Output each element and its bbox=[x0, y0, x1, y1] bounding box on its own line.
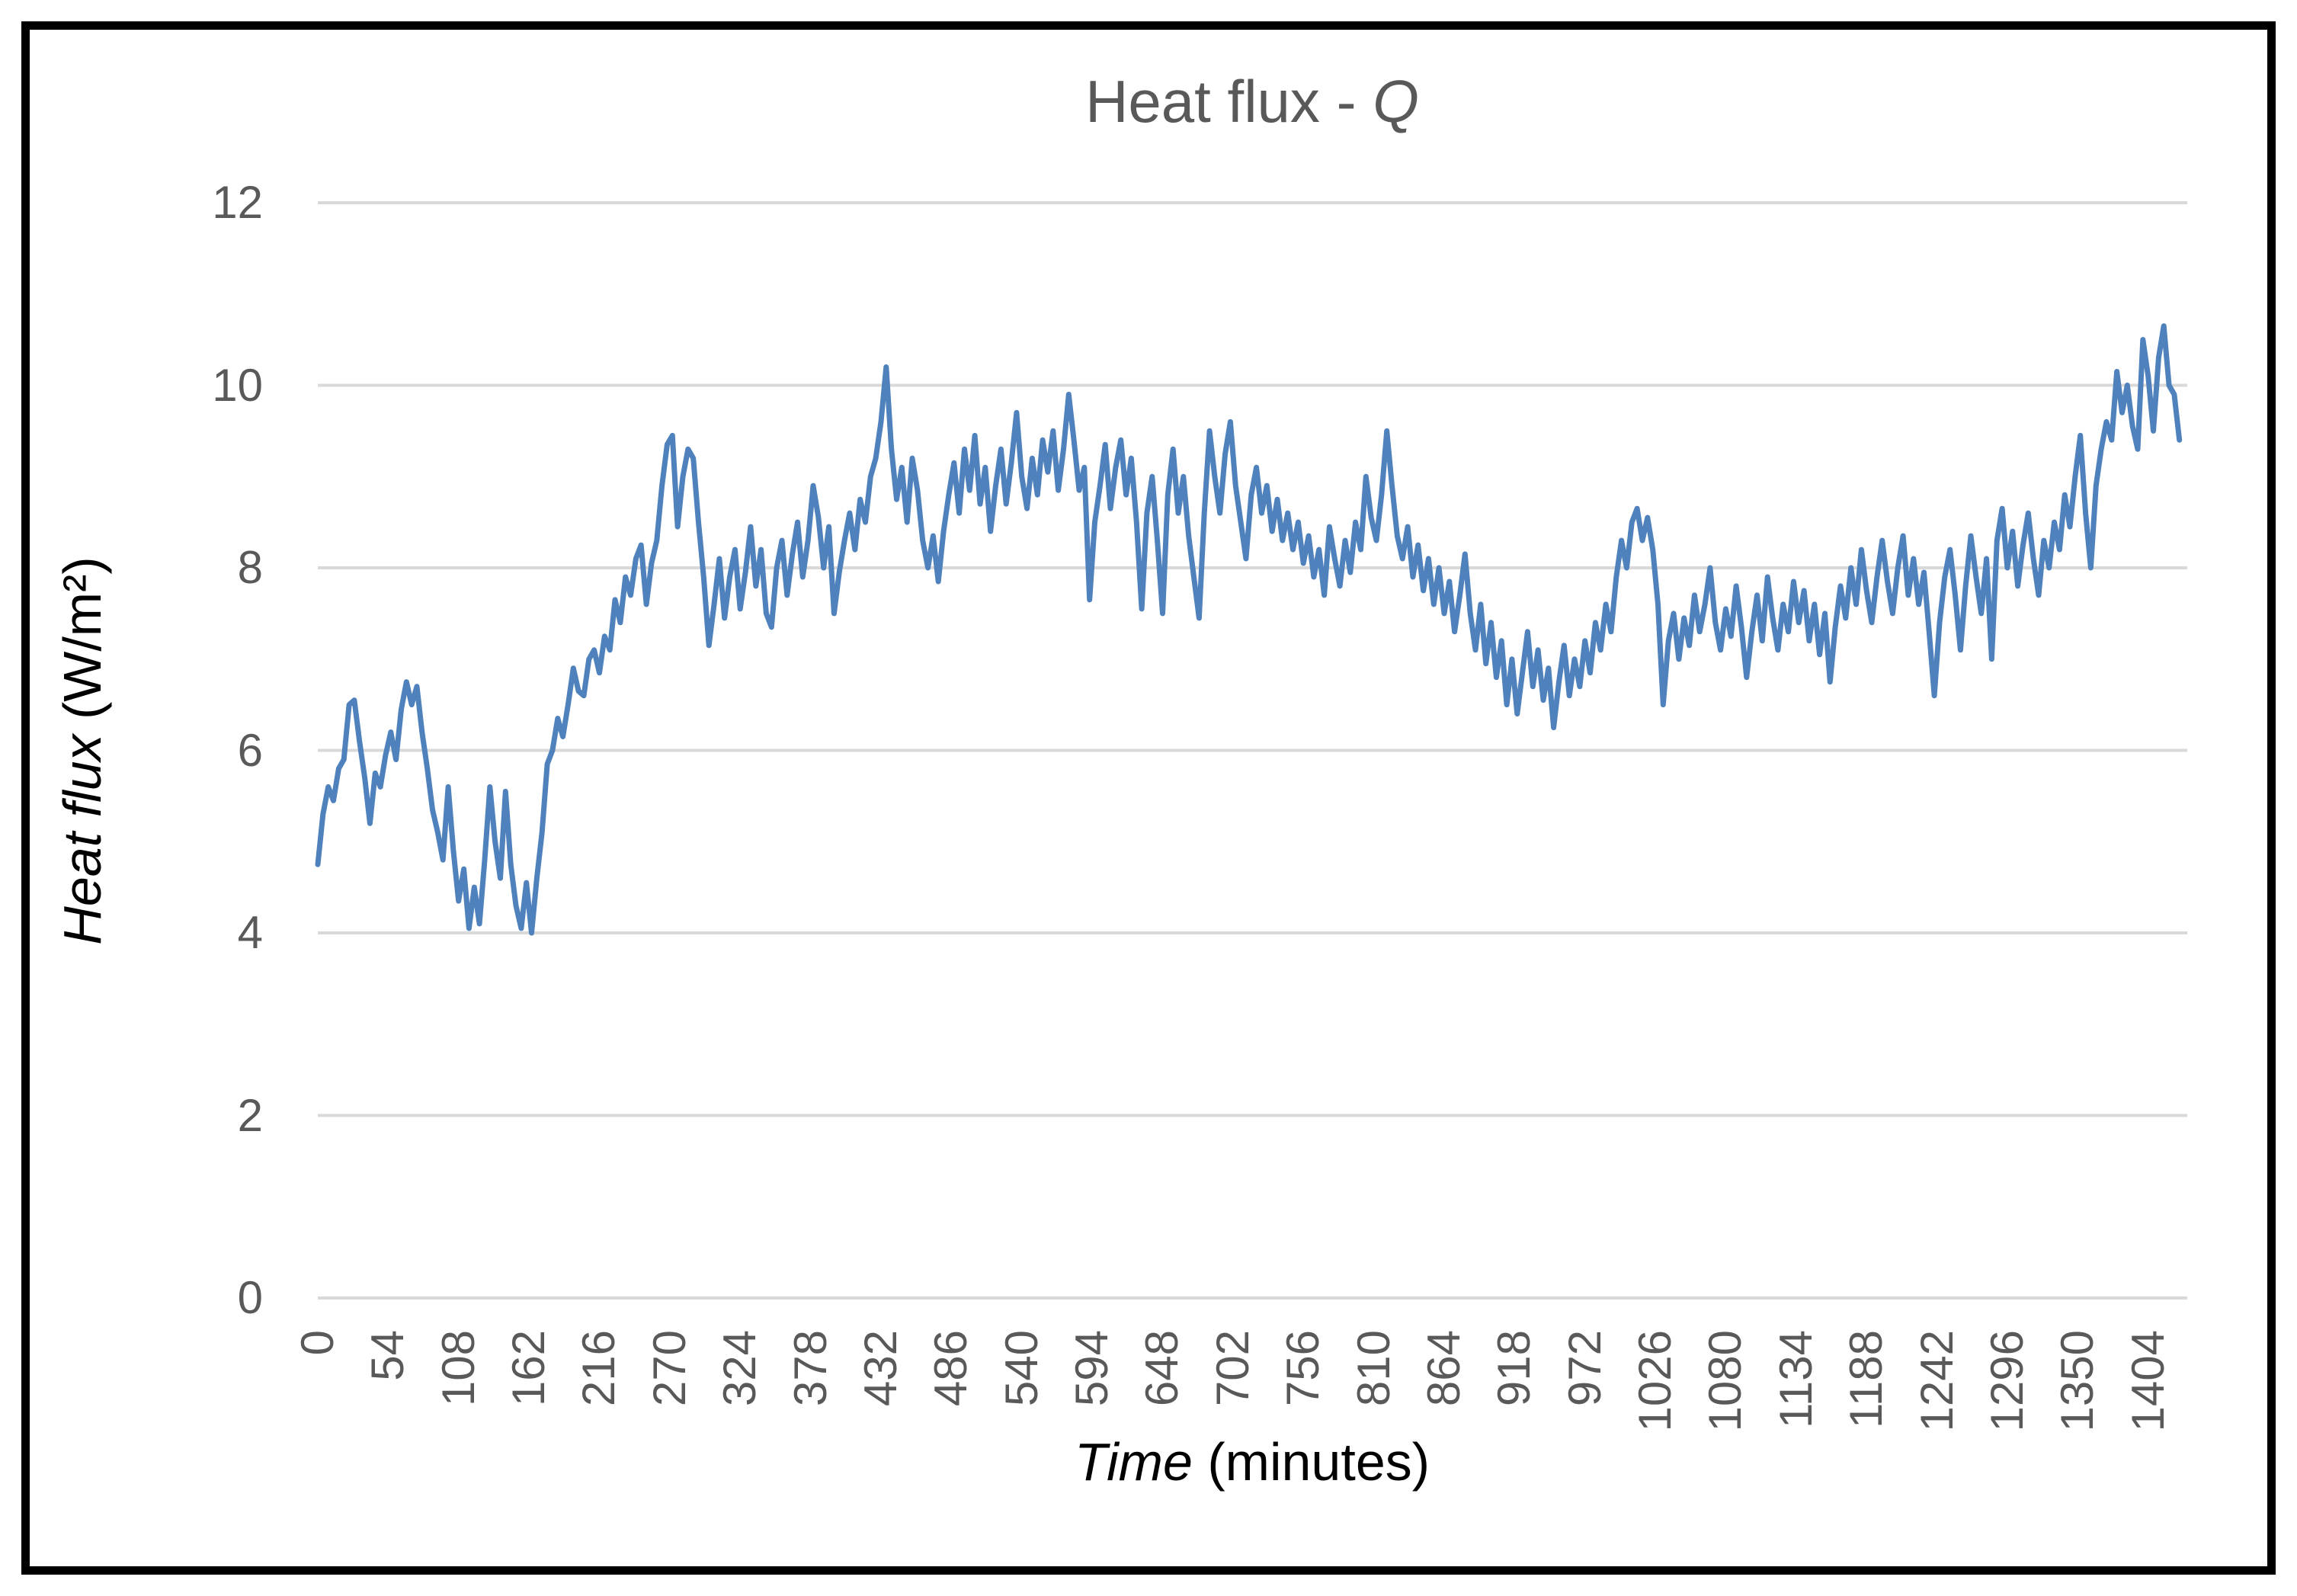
x-tick-label: 216 bbox=[573, 1330, 625, 1407]
x-tick-label: 756 bbox=[1277, 1330, 1329, 1407]
x-tick-label: 810 bbox=[1347, 1330, 1399, 1407]
x-tick-label: 594 bbox=[1066, 1330, 1118, 1407]
x-tick-label: 270 bbox=[643, 1330, 695, 1407]
y-tick-label: 6 bbox=[237, 724, 263, 776]
x-tick-label: 1188 bbox=[1840, 1330, 1892, 1429]
x-tick-label: 972 bbox=[1559, 1330, 1610, 1407]
chart-title-text: Heat flux - bbox=[1085, 68, 1373, 135]
x-tick-label: 324 bbox=[714, 1330, 766, 1407]
x-axis-title-units: (minutes) bbox=[1192, 1432, 1430, 1492]
x-axis-title: Time (minutes) bbox=[1075, 1431, 1430, 1492]
x-tick-label: 648 bbox=[1136, 1330, 1188, 1407]
chart-border bbox=[21, 21, 2276, 1575]
y-tick-label: 8 bbox=[237, 542, 263, 593]
y-axis-title-italic: Heat flux bbox=[53, 734, 112, 945]
x-tick-label: 702 bbox=[1206, 1330, 1258, 1407]
x-tick-label: 1296 bbox=[1981, 1330, 2033, 1432]
x-tick-label: 1242 bbox=[1911, 1330, 1962, 1432]
y-tick-label: 2 bbox=[237, 1089, 263, 1141]
y-tick-label: 4 bbox=[237, 907, 263, 958]
y-tick-label: 0 bbox=[237, 1272, 263, 1323]
x-tick-label: 1026 bbox=[1629, 1330, 1681, 1432]
y-axis-title-units: (W/m²) bbox=[53, 556, 112, 735]
chart-title: Heat flux - Q bbox=[1085, 67, 1419, 136]
x-tick-label: 432 bbox=[854, 1330, 906, 1407]
x-tick-label: 378 bbox=[784, 1330, 836, 1407]
y-tick-label: 12 bbox=[212, 177, 263, 228]
x-axis-title-italic: Time bbox=[1074, 1432, 1193, 1492]
series-line bbox=[315, 323, 2183, 936]
chart-title-symbol: Q bbox=[1373, 68, 1419, 135]
x-tick-label: 540 bbox=[995, 1330, 1047, 1407]
x-tick-label: 0 bbox=[292, 1330, 343, 1356]
y-tick-label: 10 bbox=[212, 359, 263, 411]
x-tick-label: 918 bbox=[1488, 1330, 1540, 1407]
x-tick-label: 486 bbox=[925, 1330, 977, 1407]
x-tick-label: 1350 bbox=[2052, 1330, 2103, 1432]
x-tick-label: 1080 bbox=[1700, 1330, 1751, 1432]
x-tick-label: 108 bbox=[432, 1330, 484, 1407]
x-tick-label: 162 bbox=[503, 1330, 555, 1407]
x-tick-label: 1134 bbox=[1770, 1330, 1821, 1429]
x-tick-label: 54 bbox=[362, 1330, 414, 1381]
y-axis-title: Heat flux (W/m²) bbox=[52, 556, 113, 944]
x-tick-label: 864 bbox=[1418, 1330, 1469, 1407]
x-tick-label: 1404 bbox=[2122, 1330, 2174, 1432]
